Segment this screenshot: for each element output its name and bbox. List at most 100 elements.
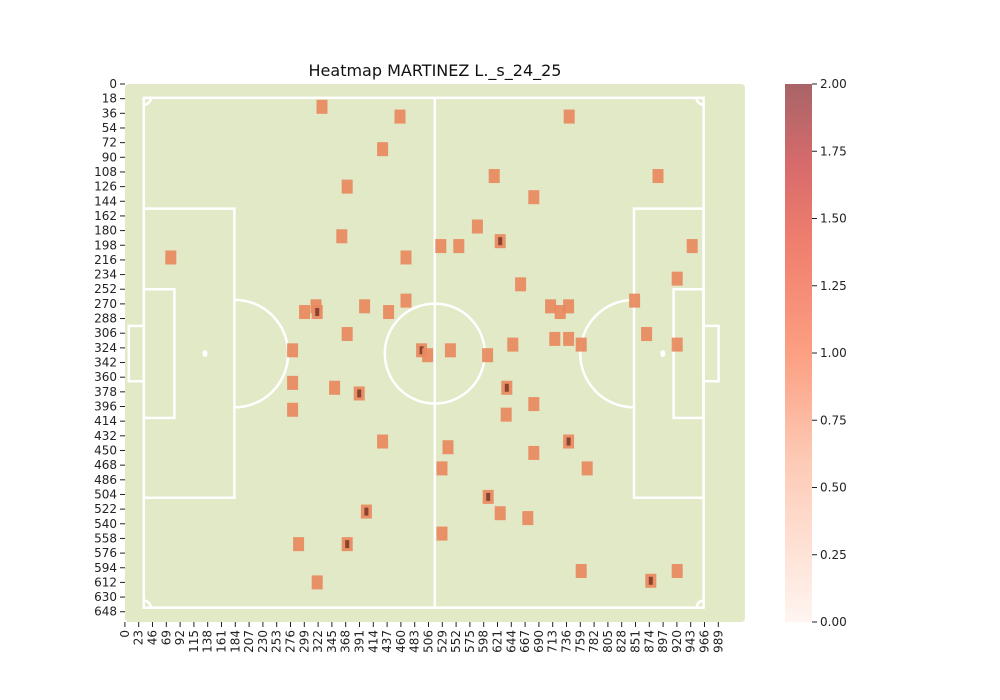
heat-cell-peak: [419, 346, 424, 355]
y-tick-label: 252: [94, 282, 117, 296]
y-tick-label: 90: [102, 150, 117, 164]
y-tick-label: 144: [94, 194, 117, 208]
y-tick-label: 270: [94, 297, 117, 311]
heat-cell-peak: [364, 507, 369, 516]
x-tick-label: 690: [532, 630, 546, 653]
heat-cell: [563, 299, 575, 314]
heat-cell-peak: [498, 237, 503, 246]
corner-arc: [143, 599, 153, 608]
x-tick-label: 805: [601, 630, 615, 653]
heat-cell: [341, 327, 353, 342]
heat-cell: [671, 564, 683, 579]
heat-cell: [293, 537, 305, 552]
colorbar-tick-label: 0.25: [820, 548, 847, 562]
left-penalty-spot: [202, 350, 208, 358]
chart-title: Heatmap MARTINEZ L._s_24_25: [309, 61, 562, 81]
heat-cell: [377, 142, 389, 157]
heat-cell: [652, 169, 664, 184]
heat-cell-peak: [357, 389, 362, 398]
y-tick-label: 504: [94, 487, 117, 501]
heat-cell: [287, 343, 299, 358]
x-tick-label: 897: [656, 630, 670, 653]
y-tick-label: 558: [94, 531, 117, 545]
y-tick-label: 324: [94, 341, 117, 355]
heat-cell: [316, 99, 328, 114]
colorbar-tick-label: 2.00: [820, 77, 847, 91]
y-tick-label: 594: [94, 561, 117, 575]
x-tick-label: 713: [546, 630, 560, 653]
heat-cell: [400, 250, 412, 265]
plot-area: [125, 84, 745, 622]
heat-cell: [436, 461, 448, 476]
x-tick-label: 230: [256, 630, 270, 653]
y-tick-label: 306: [94, 326, 117, 340]
x-tick-label: 414: [366, 630, 380, 653]
x-tick-label: 161: [215, 630, 229, 653]
y-tick-label: 18: [102, 92, 117, 106]
heat-cell: [554, 305, 566, 320]
colorbar-tick-label: 0.50: [820, 481, 847, 495]
x-tick-label: 253: [270, 630, 284, 653]
heat-cell: [515, 277, 527, 292]
heat-cell: [507, 337, 519, 352]
x-tick-label: 138: [201, 630, 215, 653]
heat-cell: [336, 229, 348, 244]
colorbar-tick-label: 1.75: [820, 144, 847, 158]
x-tick-label: 644: [504, 630, 518, 653]
right-goal: [702, 324, 720, 383]
x-tick-label: 276: [284, 630, 298, 653]
x-tick-label: 529: [435, 630, 449, 653]
x-axis: 0 23 46 69 92 115 138 161 184 207 230 253 276 299 322 3…: [118, 622, 725, 653]
y-tick-label: 432: [94, 429, 117, 443]
heat-cell: [377, 434, 389, 449]
x-tick-label: 552: [449, 630, 463, 653]
heat-cell: [563, 331, 575, 346]
colorbar-tick-label: 1.50: [820, 212, 847, 226]
heat-cell: [482, 348, 494, 363]
y-tick-label: 360: [94, 370, 117, 384]
heat-cell: [394, 109, 406, 124]
x-tick-label: 207: [242, 630, 256, 653]
y-tick-label: 522: [94, 502, 117, 516]
colorbar-tick-label: 1.25: [820, 279, 847, 293]
x-tick-label: 874: [642, 630, 656, 653]
y-tick-label: 126: [94, 180, 117, 194]
corner-arc: [695, 97, 704, 107]
y-tick-label: 36: [102, 106, 117, 120]
x-tick-label: 299: [297, 630, 311, 653]
y-tick-label: 198: [94, 238, 117, 252]
y-tick-label: 648: [94, 605, 117, 619]
heat-cell-peak: [566, 437, 571, 446]
heat-cell: [359, 299, 371, 314]
y-tick-label: 288: [94, 312, 117, 326]
x-tick-label: 782: [587, 630, 601, 653]
heat-cell-peak: [504, 383, 509, 392]
y-tick-label: 234: [94, 268, 117, 282]
heat-cell: [528, 397, 540, 412]
heat-cell: [453, 239, 465, 254]
right-penalty-arc: [579, 298, 635, 409]
heat-cell: [522, 511, 534, 526]
heat-cell-peak: [345, 540, 350, 549]
heat-cell: [287, 375, 299, 390]
heat-cell: [299, 305, 311, 320]
corner-arc: [695, 599, 704, 608]
heat-cell: [435, 239, 447, 254]
colorbar-tick-label: 1.00: [820, 346, 847, 360]
heat-cell: [686, 239, 698, 254]
heat-cell: [545, 299, 557, 314]
heat-cell: [444, 343, 456, 358]
x-tick-label: 46: [146, 630, 160, 645]
heat-cell: [165, 250, 177, 265]
x-tick-label: 920: [670, 630, 684, 653]
y-tick-label: 342: [94, 356, 117, 370]
heat-cell: [329, 380, 341, 395]
x-tick-label: 667: [518, 630, 532, 653]
y-tick-label: 108: [94, 165, 117, 179]
heat-cell-peak: [648, 576, 653, 585]
x-tick-label: 828: [615, 630, 629, 653]
x-tick-label: 598: [477, 630, 491, 653]
x-tick-label: 345: [325, 630, 339, 653]
y-tick-label: 468: [94, 458, 117, 472]
